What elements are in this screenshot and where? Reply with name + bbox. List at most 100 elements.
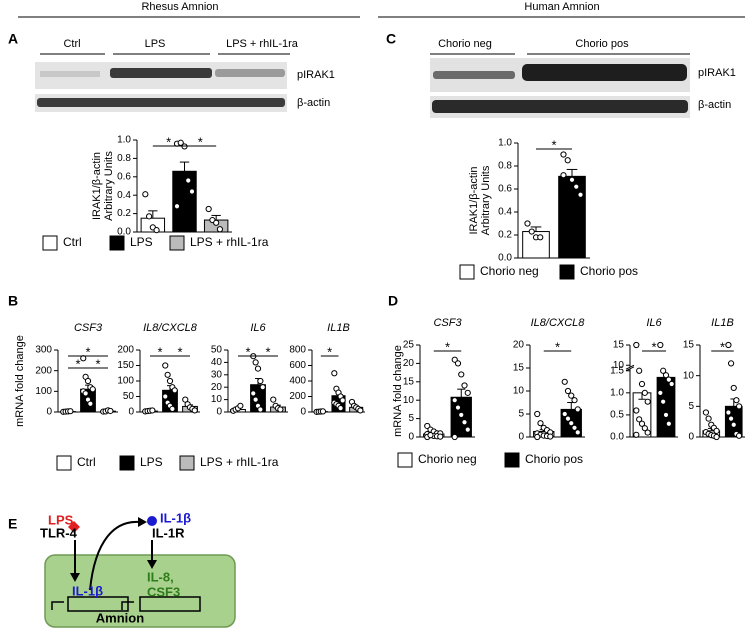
chart-title: IL6 (250, 322, 266, 334)
data-point (528, 228, 535, 235)
bar (558, 175, 586, 259)
data-point (257, 377, 264, 385)
data-point (713, 433, 720, 441)
legend-label: LPS + rhIL-1ra (200, 455, 279, 469)
data-point (657, 389, 664, 396)
data-point (638, 380, 646, 388)
y-tick-label: 0 (408, 432, 414, 443)
y-axis-title: mRNA fold change (14, 335, 26, 427)
data-point (636, 367, 643, 374)
data-point (574, 406, 581, 413)
data-point (657, 341, 664, 349)
legend-swatch (559, 264, 575, 280)
y-axis-title: Arbitrary Units (480, 165, 492, 235)
data-point (644, 429, 651, 436)
panel-label: A (8, 31, 18, 47)
bar (172, 170, 197, 233)
legend-label: Chorio pos (580, 264, 638, 278)
y-tick-label: 600 (289, 360, 306, 371)
data-point (564, 157, 571, 164)
data-point (461, 419, 468, 426)
diagram-label: CSF3 (147, 584, 180, 599)
data-point (173, 203, 181, 210)
data-point (537, 420, 544, 427)
data-point (705, 415, 712, 422)
legend-swatch (397, 452, 413, 468)
y-tick-label: 20 (211, 382, 223, 393)
legend-label: Chorio neg (480, 264, 539, 278)
data-point (67, 408, 74, 415)
y-axis-title: IRAK1/β-actin (91, 152, 103, 220)
data-point (633, 407, 640, 414)
y-tick-label: 300 (35, 345, 52, 356)
blot-group: LPS (145, 38, 166, 50)
diagram-label: LPS (48, 512, 74, 527)
y-tick-label: 20 (403, 358, 415, 369)
significance-star: * (445, 339, 450, 354)
data-point (568, 176, 576, 183)
data-point (205, 205, 212, 213)
y-tick-label: 0 (216, 407, 222, 418)
y-axis-title: IRAK1/β-actin (468, 166, 480, 234)
data-point (573, 183, 580, 190)
significance-star: * (166, 134, 171, 149)
y-tick-label: 0 (128, 407, 134, 418)
data-point (451, 397, 458, 404)
legend-label: LPS (130, 235, 153, 249)
data-point (191, 407, 198, 414)
y-tick-label: 10 (613, 360, 625, 371)
data-point (641, 425, 648, 432)
blot-group: Ctrl (63, 38, 80, 50)
diagram-label: IL-1β (160, 510, 191, 525)
diagram-label: TLR-4 (40, 525, 78, 540)
y-tick-label: 5 (518, 409, 524, 420)
data-point (437, 433, 444, 440)
data-point (571, 397, 578, 404)
axis-break (625, 364, 635, 370)
data-point (162, 393, 169, 400)
legend-label: Chorio pos (525, 452, 583, 466)
y-tick-label: 0.8 (498, 161, 512, 172)
significance-star: * (651, 339, 656, 354)
legend-swatch (179, 455, 195, 471)
y-tick-label: 200 (35, 365, 52, 376)
blot-group: Chorio neg (438, 38, 492, 50)
blot-image (430, 58, 690, 118)
data-point (727, 415, 735, 422)
data-point (458, 371, 465, 378)
data-point (188, 188, 196, 195)
data-point (216, 226, 224, 233)
data-point (145, 213, 153, 220)
data-point (454, 360, 462, 367)
y-tick-label: 1.5 (610, 365, 624, 376)
y-tick-label: 0.2 (498, 230, 512, 241)
data-point (171, 387, 178, 394)
diagram-label: IL-1R (152, 525, 185, 540)
y-tick-label: 0.6 (498, 184, 512, 195)
panel-label: E (8, 516, 17, 532)
y-tick-label: 50 (123, 391, 135, 402)
significance-star: * (327, 344, 332, 359)
blot-row: β-actin (698, 99, 731, 111)
data-point (727, 360, 735, 367)
data-point (660, 367, 667, 374)
y-tick-label: 1.0 (610, 387, 624, 398)
legend-swatch (119, 455, 135, 471)
y-tick-label: 0.2 (117, 208, 131, 219)
data-point (564, 387, 572, 395)
data-point (331, 370, 338, 377)
data-point (561, 378, 568, 385)
data-point (524, 220, 531, 227)
y-tick-label: 800 (289, 345, 306, 356)
blot-image (35, 62, 287, 112)
data-point (461, 382, 468, 389)
data-point (252, 396, 259, 403)
y-tick-label: 10 (513, 386, 525, 397)
data-point (633, 431, 640, 438)
blot-group: Chorio pos (575, 38, 629, 50)
y-tick-label: 100 (35, 386, 52, 397)
data-point (153, 227, 160, 234)
y-tick-label: 400 (289, 376, 306, 387)
panel-label: B (8, 293, 18, 309)
chart-title: CSF3 (433, 317, 462, 329)
